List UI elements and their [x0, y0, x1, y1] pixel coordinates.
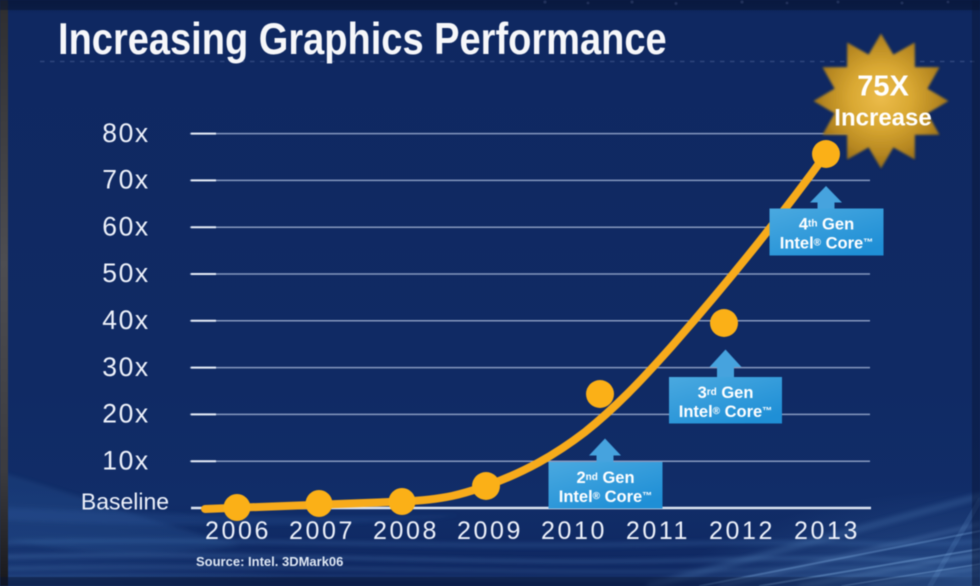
svg-text:50x: 50x [102, 258, 150, 288]
svg-text:Intel® Core™: Intel® Core™ [780, 235, 873, 253]
svg-text:Baseline: Baseline [81, 489, 169, 515]
svg-text:2013: 2013 [794, 517, 860, 545]
svg-text:75X: 75X [857, 71, 909, 103]
svg-text:Source: Intel. 3DMark06: Source: Intel. 3DMark06 [196, 554, 343, 569]
svg-text:20x: 20x [102, 399, 150, 429]
svg-text:2nd Gen: 2nd Gen [576, 469, 634, 487]
svg-text:2009: 2009 [457, 517, 523, 545]
svg-text:70x: 70x [102, 165, 150, 195]
svg-text:3rd Gen: 3rd Gen [698, 384, 754, 402]
svg-text:30x: 30x [102, 352, 150, 382]
svg-text:2011: 2011 [626, 517, 690, 545]
svg-text:Increase: Increase [834, 105, 931, 132]
svg-text:80x: 80x [102, 118, 150, 148]
svg-text:40x: 40x [102, 305, 150, 335]
svg-text:4th Gen: 4th Gen [799, 216, 854, 234]
svg-text:Increasing Graphics Performanc: Increasing Graphics Performance [58, 14, 667, 63]
svg-text:60x: 60x [102, 211, 150, 241]
svg-text:2010: 2010 [541, 517, 607, 545]
svg-text:2012: 2012 [709, 517, 775, 545]
svg-text:10x: 10x [102, 445, 150, 475]
svg-text:2006: 2006 [205, 517, 271, 545]
svg-text:2007: 2007 [289, 517, 355, 545]
svg-text:2008: 2008 [373, 517, 439, 545]
svg-text:Intel® Core™: Intel® Core™ [559, 488, 652, 506]
svg-text:Intel® Core™: Intel® Core™ [679, 403, 772, 421]
